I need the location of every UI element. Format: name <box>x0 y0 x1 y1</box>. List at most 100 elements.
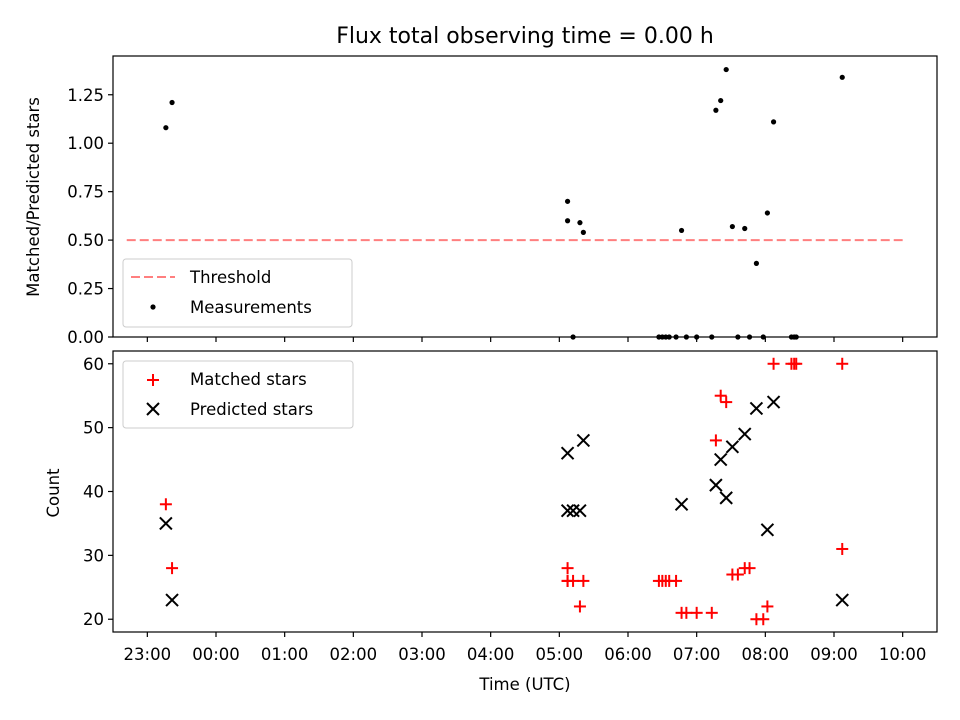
x-tick-label: 03:00 <box>398 645 446 664</box>
x-tick-label: 07:00 <box>673 645 721 664</box>
matched-star-point <box>836 542 849 555</box>
matched-star-point <box>705 606 718 619</box>
matched-star-point <box>166 562 179 575</box>
matched-star-point <box>680 606 693 619</box>
legend-measurements-swatch <box>150 304 156 310</box>
top-axes-frame <box>112 55 938 338</box>
legend-measurements-label: Measurements <box>190 298 312 317</box>
predicted-star-point <box>713 452 728 467</box>
bottom-y-tick-label: 50 <box>83 419 104 438</box>
x-tick-label: 08:00 <box>742 645 790 664</box>
top-y-ticks: 0.00 0.25 0.50 0.75 1.00 1.25 <box>67 86 113 347</box>
legend-matched-swatch <box>147 374 159 386</box>
top-y-tick-label: 0.50 <box>67 231 104 250</box>
matched-star-point <box>690 606 703 619</box>
top-y-tick-label: 1.25 <box>67 86 104 105</box>
top-y-tick-label: 0.25 <box>67 280 104 299</box>
x-axis-label: Time (UTC) <box>478 675 570 694</box>
legend-threshold-label: Threshold <box>189 268 271 287</box>
x-tick-label: 00:00 <box>192 645 240 664</box>
measurement-point <box>577 220 583 226</box>
matched-star-point <box>790 357 803 370</box>
predicted-star-point <box>749 401 764 416</box>
chart-title: Flux total observing time = 0.00 h <box>336 24 714 49</box>
bottom-y-tick-label: 40 <box>83 483 104 502</box>
predicted-star-point <box>738 427 752 441</box>
matched-star-point <box>761 600 774 613</box>
measurement-point <box>163 125 169 131</box>
matched-star-point <box>573 600 586 613</box>
matched-star-point <box>159 498 172 511</box>
bottom-y-axis-label: Count <box>44 468 63 518</box>
measurement-point <box>564 198 571 204</box>
x-tick-label: 10:00 <box>879 645 927 664</box>
legend-predicted-label: Predicted stars <box>190 400 313 419</box>
bottom-y-tick-label: 30 <box>83 546 104 565</box>
bottom-y-ticks: 20 30 40 50 60 <box>83 355 113 629</box>
predicted-star-point <box>766 395 781 409</box>
x-tick-label: 01:00 <box>261 645 309 664</box>
matched-star-point <box>577 574 590 587</box>
measurement-point <box>764 210 770 216</box>
top-y-tick-label: 1.00 <box>67 134 104 153</box>
matched-star-point <box>709 434 722 447</box>
legend-predicted-swatch <box>146 402 160 416</box>
measurement-point <box>580 229 586 235</box>
x-tick-label: 02:00 <box>330 645 378 664</box>
top-y-axis-label: Matched/Predicted stars <box>24 97 43 297</box>
x-tick-label: 23:00 <box>124 645 172 664</box>
predicted-star-point <box>560 503 575 518</box>
measurement-point <box>718 97 724 104</box>
bottom-axes: 20 30 40 50 60 23:00 00:00 01:00 02:00 03:00 04:0… <box>44 350 938 694</box>
predicted-star-point <box>835 593 849 607</box>
top-legend: Threshold Measurements <box>122 258 353 328</box>
predicted-star-point <box>674 497 689 511</box>
matched-star-point <box>743 562 756 575</box>
matched-star-point <box>731 568 744 581</box>
matched-star-point <box>567 574 580 587</box>
bottom-y-tick-label: 20 <box>83 610 104 629</box>
bottom-plot-area <box>159 357 849 626</box>
x-tick-label: 06:00 <box>604 645 652 664</box>
measurement-point <box>723 66 729 73</box>
measurement-point <box>742 225 748 232</box>
bottom-legend-box <box>122 360 354 429</box>
top-x-ticks <box>146 337 904 342</box>
predicted-star-point <box>165 593 179 607</box>
top-y-tick-label: 0.00 <box>67 328 104 347</box>
measurement-point <box>770 119 777 125</box>
predicted-star-point <box>159 516 173 531</box>
predicted-star-point <box>760 523 775 537</box>
matched-star-point <box>720 396 733 409</box>
measurement-point <box>678 227 685 234</box>
matched-star-point <box>836 357 849 370</box>
measurement-point <box>753 260 760 266</box>
matched-star-point <box>767 357 780 370</box>
bottom-legend: Matched stars Predicted stars <box>122 360 354 429</box>
predicted-star-point <box>576 433 591 448</box>
measurement-point <box>564 218 571 224</box>
matched-star-point <box>757 613 770 626</box>
x-tick-label: 05:00 <box>536 645 584 664</box>
x-tick-label: 04:00 <box>467 645 515 664</box>
bottom-x-ticks: 23:00 00:00 01:00 02:00 03:00 04:00 05:00 06:00… <box>124 632 927 664</box>
measurement-point <box>729 223 735 230</box>
bottom-y-tick-label: 60 <box>83 355 104 374</box>
top-y-tick-label: 0.75 <box>67 183 104 202</box>
top-legend-box <box>122 258 353 328</box>
measurement-point <box>169 99 175 106</box>
predicted-star-point <box>725 440 740 454</box>
measurement-point <box>839 74 845 80</box>
matched-star-point <box>561 562 574 575</box>
matched-star-point <box>714 389 727 402</box>
x-tick-label: 09:00 <box>810 645 858 664</box>
measurement-point <box>713 107 719 113</box>
predicted-star-point <box>709 478 723 492</box>
top-axes: 0.00 0.25 0.50 0.75 1.00 1.25 Matched/Predict… <box>24 55 938 347</box>
predicted-star-point <box>560 446 575 460</box>
predicted-star-point <box>573 503 587 518</box>
predicted-star-point <box>719 491 733 505</box>
matched-star-point <box>670 574 683 587</box>
legend-matched-label: Matched stars <box>190 370 307 389</box>
